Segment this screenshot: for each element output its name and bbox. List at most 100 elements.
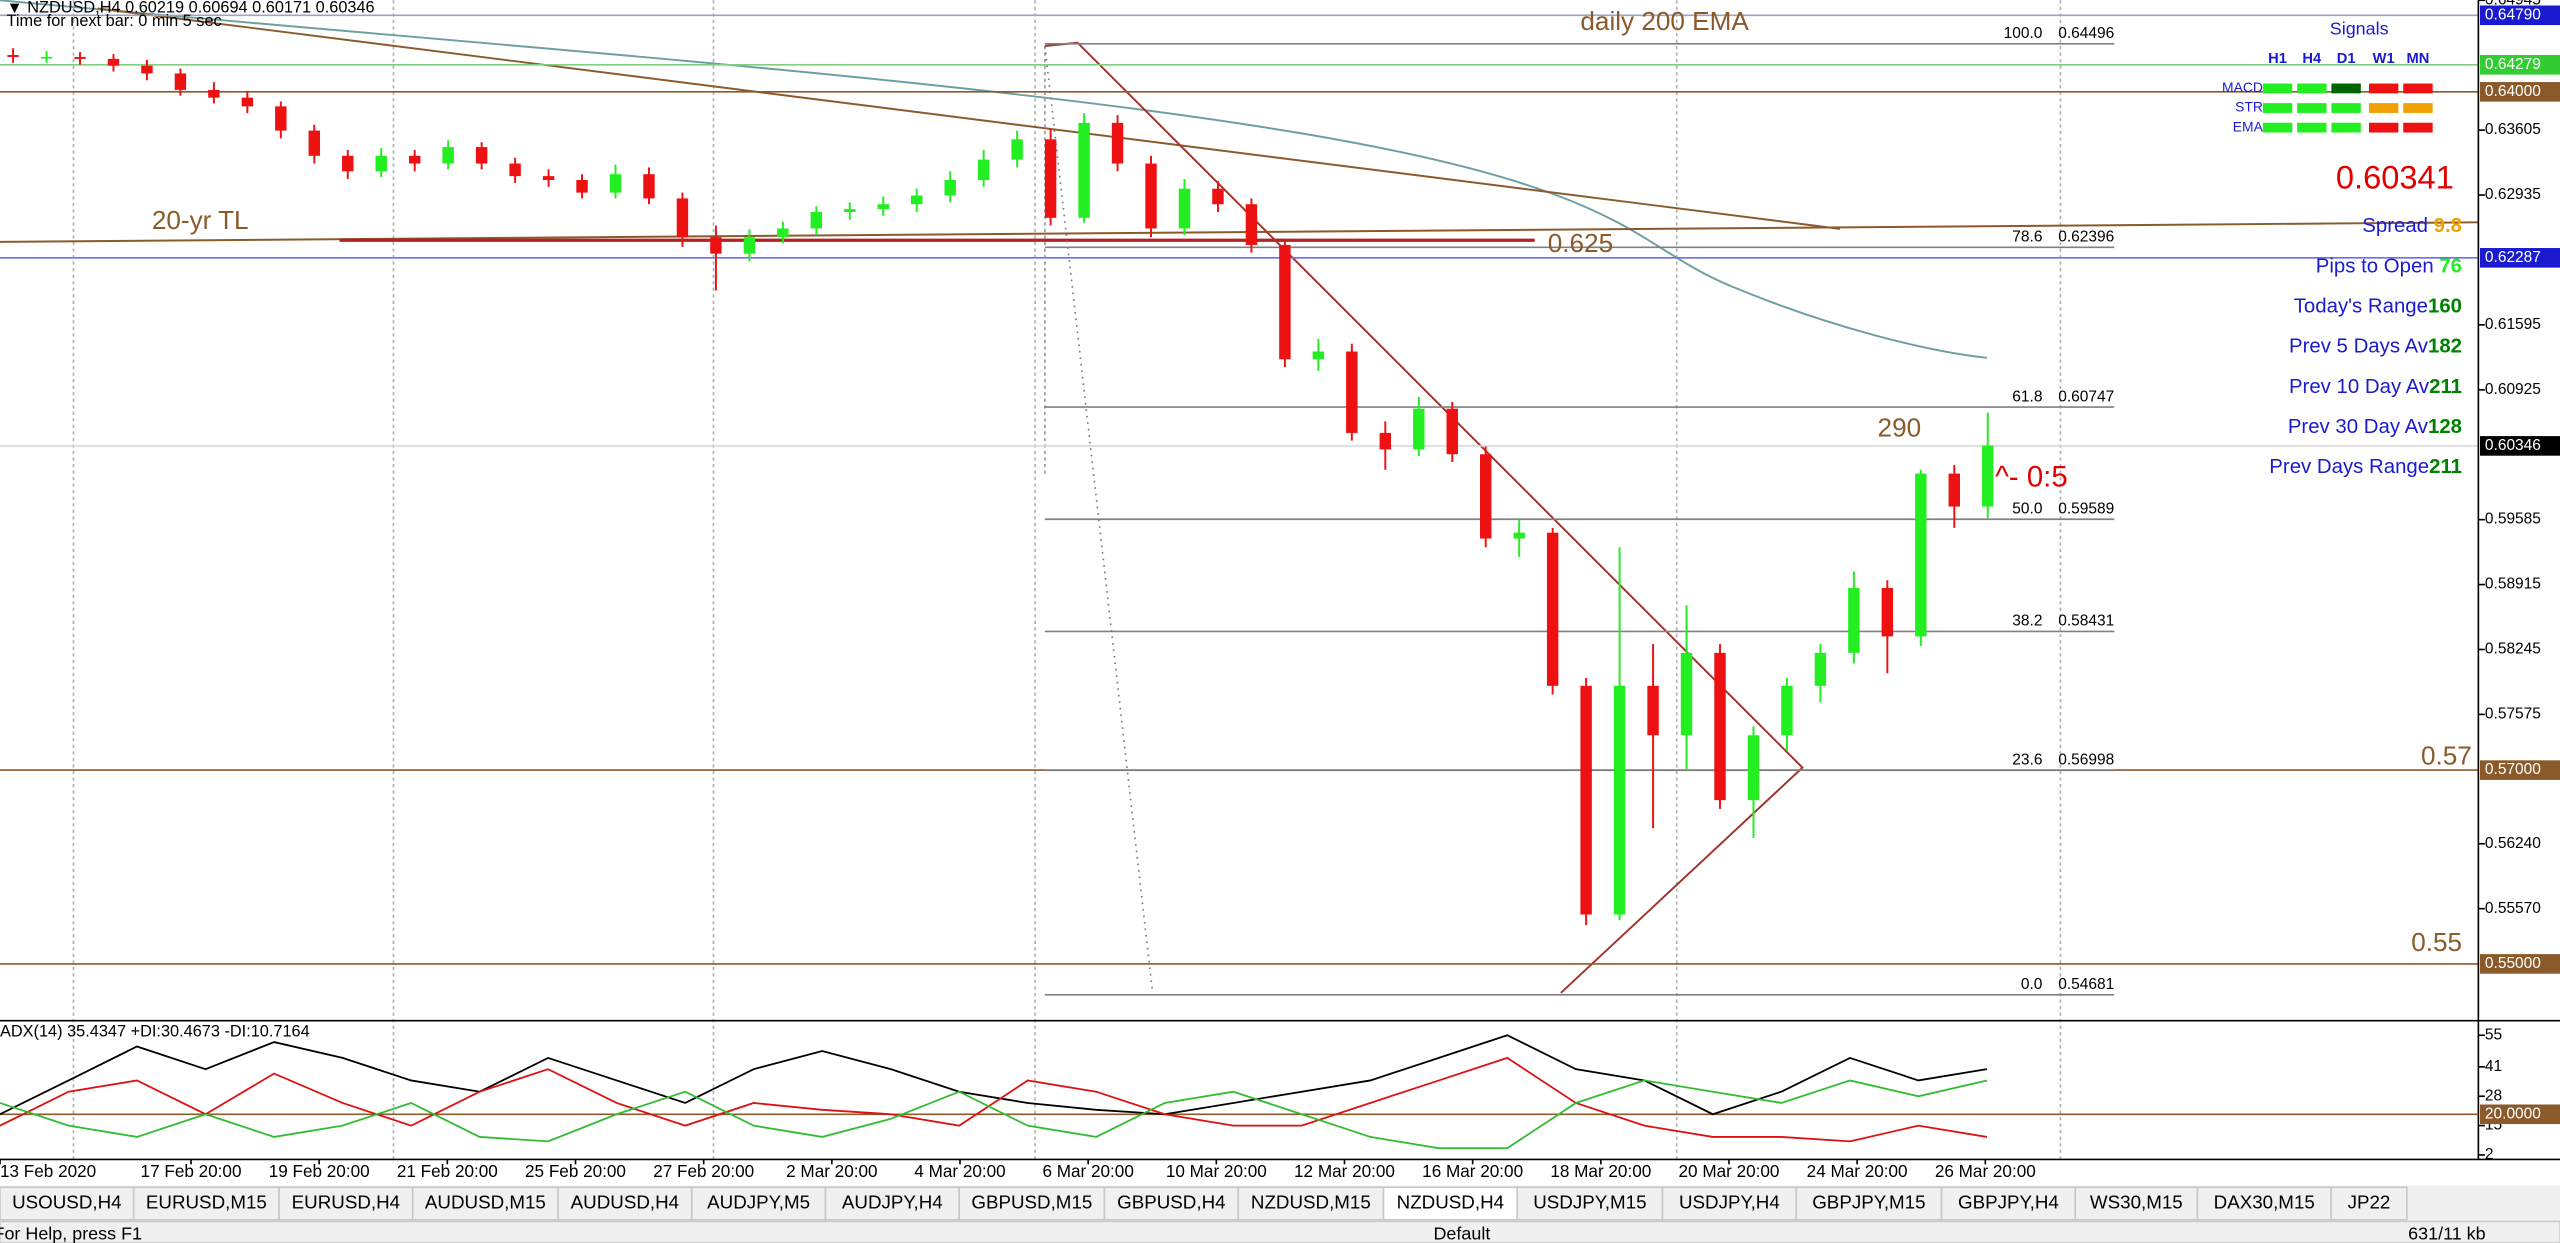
candle-body: [208, 89, 220, 98]
y-tick-label: 0.58915: [2485, 576, 2541, 593]
stat-label: Prev Days Range: [2269, 457, 2429, 479]
candle-body: [844, 209, 856, 212]
status-help: For Help, press F1: [0, 1223, 142, 1243]
tab[interactable]: [278, 1186, 414, 1221]
stat-value: 9.8: [2434, 216, 2462, 238]
stat-value: 182: [2428, 336, 2462, 358]
candle-body: [1546, 532, 1559, 686]
fib-price: 0.56998: [2058, 752, 2114, 769]
x-tick-label: 25 Feb 20:00: [525, 1161, 626, 1181]
level-label: 0.55000: [2485, 955, 2541, 972]
y-tick-label: 0.62935: [2485, 186, 2541, 203]
candle-body: [174, 73, 187, 90]
signal-cell: [2262, 83, 2293, 94]
trend-line: [97, 7, 1841, 230]
signals-column: H1: [2268, 51, 2287, 67]
level-box: [2480, 55, 2560, 75]
candle-body: [241, 97, 254, 107]
candle-body: [743, 237, 756, 254]
annotation: 290: [1878, 413, 1922, 443]
candle-body: [1078, 122, 1090, 218]
signal-cell: [2403, 83, 2433, 94]
tab[interactable]: [132, 1186, 280, 1221]
tab[interactable]: [1795, 1186, 1943, 1221]
tab-label: EURUSD,H4: [292, 1191, 400, 1212]
candle-body: [1881, 587, 1894, 637]
fib-price: 0.54681: [2058, 976, 2114, 993]
tab[interactable]: [2196, 1186, 2332, 1221]
signals-row: EMA: [2233, 118, 2264, 134]
stat-label: Prev 30 Day Av: [2288, 416, 2429, 438]
tab[interactable]: [1382, 1186, 1519, 1221]
fib-price: 0.62396: [2058, 229, 2114, 246]
level-box: [2480, 436, 2560, 456]
tab[interactable]: [2074, 1186, 2199, 1221]
stat-value: 211: [2429, 457, 2462, 479]
candle-body: [977, 159, 990, 181]
tab-label: DAX30,M15: [2214, 1191, 2315, 1212]
candle-body: [275, 106, 287, 131]
tab-label: WS30,M15: [2090, 1191, 2183, 1212]
x-tick-label: 6 Mar 20:00: [1042, 1161, 1133, 1181]
candle-body: [1613, 685, 1626, 915]
signal-cell: [2403, 103, 2433, 113]
fib-level: 61.8: [2012, 388, 2042, 405]
annotation: 0.55: [2411, 927, 2462, 957]
adx-tick-label: 41: [2485, 1058, 2502, 1075]
adx-line: [0, 1079, 1988, 1150]
tab-label: NZDUSD,H4: [1397, 1191, 1504, 1212]
adx-line: [0, 1034, 1988, 1116]
candle-body: [375, 155, 387, 172]
candle-body: [1982, 445, 1994, 507]
info-stat: Spread 9.8: [2362, 216, 2462, 238]
candle-body: [1948, 473, 1960, 507]
adx-tick-label: 28: [2485, 1087, 2502, 1104]
candle-body: [1680, 652, 1693, 736]
tab-label: USDJPY,H4: [1679, 1191, 1780, 1212]
tab[interactable]: [2330, 1186, 2408, 1221]
stat-value: 76: [2439, 256, 2462, 278]
tab[interactable]: [1661, 1186, 1798, 1221]
signal-cell: [2331, 83, 2361, 94]
annotation: 0.625: [1548, 228, 1613, 258]
plot: 100.0 0.64496 78.6 0.62396 61.8 0.60747 50.0 0.…: [0, 14, 2479, 996]
candle-body: [1446, 408, 1458, 455]
x-tick-label: 19 Feb 20:00: [269, 1161, 370, 1181]
stat-label: Prev 5 Days Av: [2289, 336, 2429, 358]
info-stat: Prev 30 Day Av128: [2288, 416, 2462, 438]
candle-body: [1781, 685, 1793, 736]
candle-body: [74, 56, 86, 59]
tab[interactable]: [1940, 1186, 2077, 1221]
tab[interactable]: [824, 1186, 961, 1221]
signal-cell: [2403, 122, 2433, 133]
tab-label: GBPUSD,H4: [1117, 1191, 1225, 1212]
adx-level-box: [2480, 1104, 2560, 1125]
candle-body: [1814, 652, 1827, 686]
tab[interactable]: [557, 1186, 693, 1221]
x-tick-label: 13 Feb 2020: [0, 1161, 96, 1181]
status-traffic: 631/11 kb: [2408, 1223, 2485, 1243]
signal-cell: [2262, 122, 2293, 133]
annotation: daily 200 EMA: [1580, 6, 1749, 36]
signals-row: STR: [2235, 99, 2263, 115]
tab[interactable]: [1516, 1186, 1664, 1221]
candle-body: [408, 155, 421, 164]
tab[interactable]: [1237, 1186, 1385, 1221]
candle-body: [1747, 735, 1760, 801]
level-box: [2480, 82, 2560, 102]
tab[interactable]: [1103, 1186, 1240, 1221]
symbol: NZDUSD,H4: [27, 0, 120, 17]
info-price: 0.60341: [2336, 158, 2454, 195]
candle-body: [1245, 204, 1258, 245]
y-tick-label: 0.55570: [2485, 900, 2541, 917]
candle-body: [710, 237, 722, 254]
tab[interactable]: [0, 1186, 135, 1221]
tab-label: NZDUSD,M15: [1251, 1191, 1371, 1212]
y-tick-label: 0.57575: [2485, 705, 2541, 722]
fib-level: 23.6: [2012, 752, 2042, 769]
tab-label: GBPJPY,M15: [1812, 1191, 1925, 1212]
open: 0.60219: [125, 0, 184, 17]
x-tick-label: 10 Mar 20:00: [1166, 1161, 1267, 1181]
